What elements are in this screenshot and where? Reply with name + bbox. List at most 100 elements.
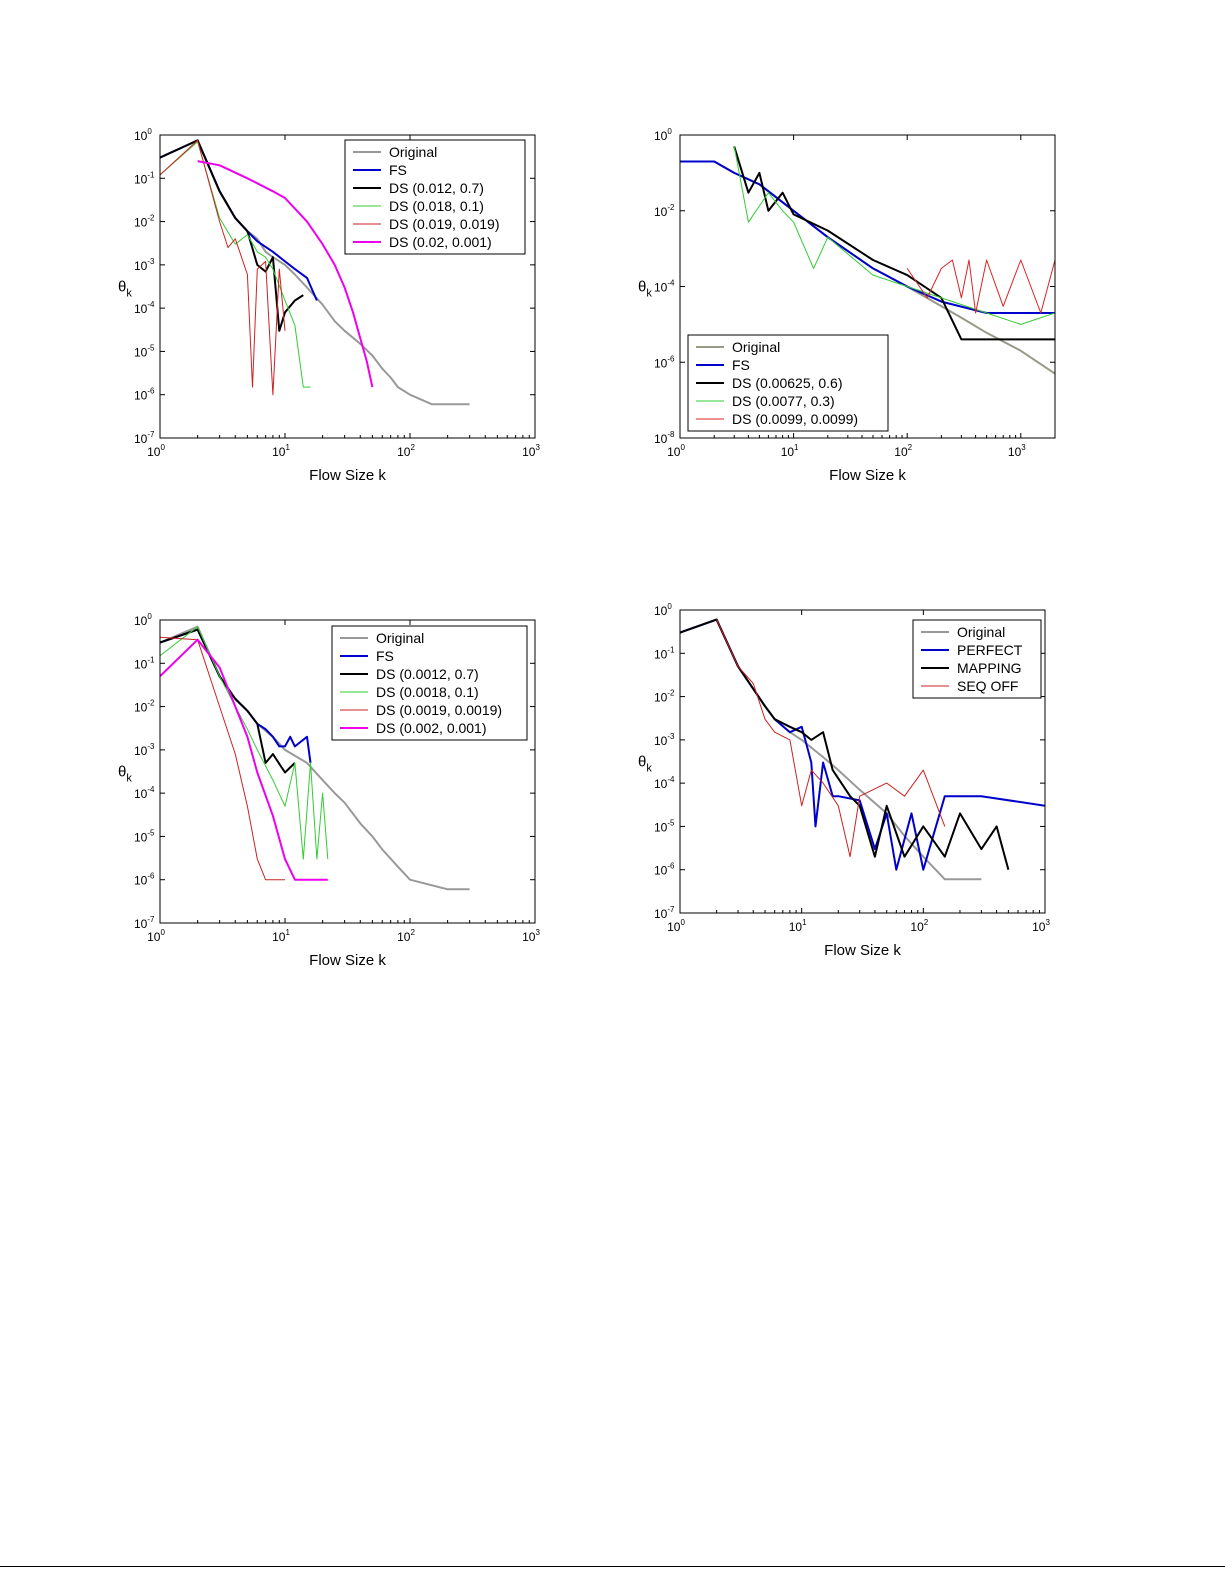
x-axis-label: Flow Size k [309, 952, 386, 969]
legend-entry: DS (0.019, 0.019) [389, 216, 500, 232]
legend [344, 139, 526, 255]
legend-entry: PERFECT [957, 642, 1023, 658]
legend-entry: DS (0.0077, 0.3) [732, 393, 835, 409]
series-line-2 [160, 628, 296, 774]
legend [331, 625, 528, 741]
y-axis-label: θk [118, 764, 132, 785]
series-line-5 [197, 160, 374, 388]
axes-frame [159, 134, 536, 439]
page-footer-rule [0, 1566, 1225, 1567]
y-tick-label: 10-7 [654, 905, 675, 921]
x-axis-label: Flow Size k [309, 467, 386, 484]
y-tick-label: 10-1 [134, 655, 155, 671]
x-tick-label: 103 [1008, 443, 1026, 459]
y-tick-label: 100 [654, 127, 672, 143]
legend-entry: FS [389, 162, 407, 178]
plot-area [160, 625, 470, 891]
y-axis-label: θk [638, 754, 652, 775]
x-tick-label: 100 [667, 918, 685, 934]
y-tick-label: 10-5 [654, 818, 675, 834]
series-line-2 [680, 618, 1010, 870]
y-tick-label: 10-2 [134, 214, 155, 230]
y-tick-label: 10-7 [134, 430, 155, 446]
y-axis-label: θk [638, 279, 652, 300]
y-tick-label: 100 [134, 612, 152, 628]
x-tick-label: 102 [894, 443, 912, 459]
legend-entry: Original [732, 339, 780, 355]
x-tick-label: 102 [397, 443, 415, 459]
legend-entry: FS [732, 357, 750, 373]
chart-bottom-left: 100 101 102 103 100 10-1 10-2 10-3 10-4 10-5 10-6 1… [118, 612, 540, 969]
y-tick-label: 10-2 [134, 699, 155, 715]
chart-top-right: 100 101 102 103 100 10-2 10-4 10-6 10-8 Flow Size… [638, 127, 1056, 484]
x-tick-label: 103 [1032, 918, 1050, 934]
y-tick-label: 10-6 [654, 354, 675, 370]
series-line-2 [160, 139, 304, 332]
y-tick-label: 10-6 [654, 862, 675, 878]
x-tick-label: 101 [781, 443, 799, 459]
y-tick-label: 10-4 [654, 279, 675, 295]
x-tick-label: 102 [910, 918, 928, 934]
x-tick-label: 103 [522, 443, 540, 459]
x-tick-label: 100 [147, 928, 165, 944]
x-tick-label: 101 [272, 443, 290, 459]
x-tick-label: 101 [272, 928, 290, 944]
y-tick-label: 10-3 [654, 732, 675, 748]
x-tick-label: 103 [522, 928, 540, 944]
x-tick-label: 102 [397, 928, 415, 944]
legend-entry: FS [376, 648, 394, 664]
y-tick-label: 10-6 [134, 387, 155, 403]
legend [912, 619, 1042, 699]
legend-entry: DS (0.002, 0.001) [376, 720, 487, 736]
series-line-3 [160, 141, 311, 388]
legend-entry: DS (0.0018, 0.1) [376, 684, 479, 700]
legend-entry: DS (0.0099, 0.0099) [732, 411, 858, 427]
plot-area [680, 618, 1045, 881]
y-tick-label: 10-7 [134, 915, 155, 931]
y-tick-label: 10-2 [654, 689, 675, 705]
series-line-3 [716, 619, 946, 858]
plot-area [680, 146, 1055, 375]
y-tick-label: 10-4 [134, 785, 155, 801]
legend-entry: Original [957, 624, 1005, 640]
y-tick-label: 10-2 [654, 203, 675, 219]
y-tick-label: 10-5 [134, 343, 155, 359]
series-line-1 [680, 160, 1055, 314]
x-axis-label: Flow Size k [829, 467, 906, 484]
y-tick-label: 10-3 [134, 742, 155, 758]
chart-top-left: 100 101 102 103 100 10-1 10-2 10-3 10-4 10-5 10-6 1… [118, 127, 540, 484]
x-tick-label: 100 [147, 443, 165, 459]
legend-entry: DS (0.018, 0.1) [389, 198, 484, 214]
legend-entry: Original [376, 630, 424, 646]
legend-entry: Original [389, 144, 437, 160]
y-tick-label: 10-6 [134, 872, 155, 888]
legend-entry: DS (0.012, 0.7) [389, 180, 484, 196]
x-tick-label: 100 [667, 443, 685, 459]
y-tick-label: 10-3 [134, 257, 155, 273]
series-line-4 [906, 259, 1055, 314]
series-line-4 [160, 636, 285, 881]
axes-frame [679, 609, 1046, 914]
plot-area [160, 139, 470, 406]
axes-frame [159, 619, 536, 924]
series-line-4 [160, 139, 286, 396]
y-tick-label: 100 [654, 602, 672, 618]
series-line-3 [160, 626, 329, 860]
y-tick-label: 10-1 [134, 170, 155, 186]
legend-entry: DS (0.0019, 0.0019) [376, 702, 502, 718]
y-tick-label: 100 [134, 127, 152, 143]
legend-entry: MAPPING [957, 660, 1022, 676]
series-line-1 [160, 628, 312, 764]
legend-entry: DS (0.0012, 0.7) [376, 666, 479, 682]
series-line-2 [733, 146, 1055, 341]
y-tick-label: 10-4 [134, 300, 155, 316]
y-axis-label: θk [118, 279, 132, 300]
legend-entry: SEQ OFF [957, 678, 1018, 694]
series-line-5 [160, 638, 328, 881]
y-tick-label: 10-5 [134, 828, 155, 844]
y-tick-label: 10-4 [654, 775, 675, 791]
x-tick-label: 101 [789, 918, 807, 934]
legend-entry: DS (0.02, 0.001) [389, 234, 492, 250]
series-line-3 [733, 146, 1055, 325]
legend-entry: DS (0.00625, 0.6) [732, 375, 843, 391]
